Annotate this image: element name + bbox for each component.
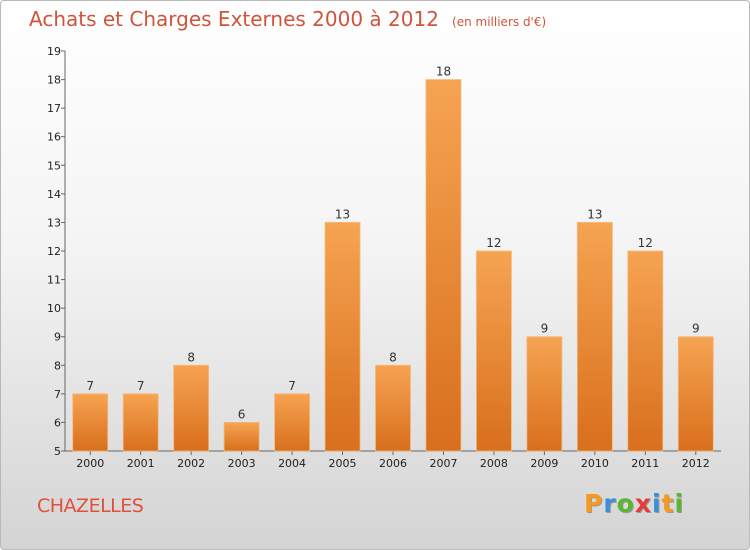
chart-title: Achats et Charges Externes 2000 à 2012 (… xyxy=(29,7,546,31)
y-tick-label: 16 xyxy=(47,131,61,144)
bar xyxy=(173,364,210,452)
x-tick-label: 2006 xyxy=(379,457,407,470)
data-label: 13 xyxy=(587,207,602,221)
x-tick-label: 2009 xyxy=(530,457,558,470)
logo-letter: i xyxy=(652,489,662,518)
data-label: 7 xyxy=(86,379,94,393)
logo-letter: P xyxy=(584,489,604,518)
x-tick-label: 2002 xyxy=(177,457,205,470)
logo-letter: o xyxy=(616,489,635,518)
data-label: 8 xyxy=(389,350,397,364)
data-label: 8 xyxy=(187,350,195,364)
bar xyxy=(425,79,462,452)
bar xyxy=(526,336,563,452)
y-tick-label: 18 xyxy=(47,74,61,87)
logo-letter: r xyxy=(603,489,617,518)
data-label: 18 xyxy=(436,65,451,79)
x-tick-label: 2008 xyxy=(480,457,508,470)
x-tick-label: 2004 xyxy=(278,457,306,470)
logo-letter: x xyxy=(634,489,652,518)
y-tick-label: 10 xyxy=(47,302,61,315)
x-tick-label: 2000 xyxy=(76,457,104,470)
y-tick-label: 5 xyxy=(54,445,61,458)
y-tick-label: 7 xyxy=(54,388,61,401)
location-name: CHAZELLES xyxy=(37,495,144,517)
data-label: 6 xyxy=(238,407,246,421)
logo-letter: i xyxy=(674,489,685,518)
data-label: 7 xyxy=(288,379,296,393)
data-label: 13 xyxy=(335,207,350,221)
proxiti-logo: Proxiti xyxy=(584,489,684,518)
y-tick-label: 11 xyxy=(47,274,61,287)
x-tick-label: 2001 xyxy=(127,457,155,470)
logo-letter: t xyxy=(661,489,675,518)
bar xyxy=(476,250,512,452)
bar xyxy=(274,393,310,452)
bar xyxy=(72,393,109,452)
bar xyxy=(627,250,664,452)
x-tick-label: 2011 xyxy=(631,457,659,470)
chart-title-text: Achats et Charges Externes 2000 à 2012 xyxy=(29,7,439,31)
chart-unit-label: (en milliers d'€) xyxy=(452,15,547,29)
y-tick-label: 13 xyxy=(47,216,61,229)
y-tick-label: 9 xyxy=(54,331,61,344)
x-tick-label: 2003 xyxy=(228,457,256,470)
y-tick-label: 19 xyxy=(47,45,61,58)
y-tick-label: 12 xyxy=(47,245,61,258)
x-tick-label: 2007 xyxy=(429,457,457,470)
x-tick-label: 2010 xyxy=(581,457,609,470)
bar xyxy=(122,393,159,452)
x-tick-label: 2005 xyxy=(329,457,357,470)
bar xyxy=(576,222,613,452)
bar xyxy=(223,422,260,452)
bar xyxy=(677,336,714,452)
y-tick-label: 6 xyxy=(54,416,61,429)
y-tick-label: 8 xyxy=(54,359,61,372)
data-label: 9 xyxy=(541,322,549,336)
data-label: 7 xyxy=(137,379,145,393)
bar xyxy=(375,364,411,452)
x-tick-label: 2012 xyxy=(682,457,710,470)
y-tick-label: 15 xyxy=(47,159,61,172)
data-label: 12 xyxy=(638,236,653,250)
y-tick-label: 14 xyxy=(47,188,61,201)
data-label: 12 xyxy=(486,236,501,250)
bar xyxy=(324,222,361,452)
data-label: 9 xyxy=(692,322,700,336)
y-tick-label: 17 xyxy=(47,102,61,115)
